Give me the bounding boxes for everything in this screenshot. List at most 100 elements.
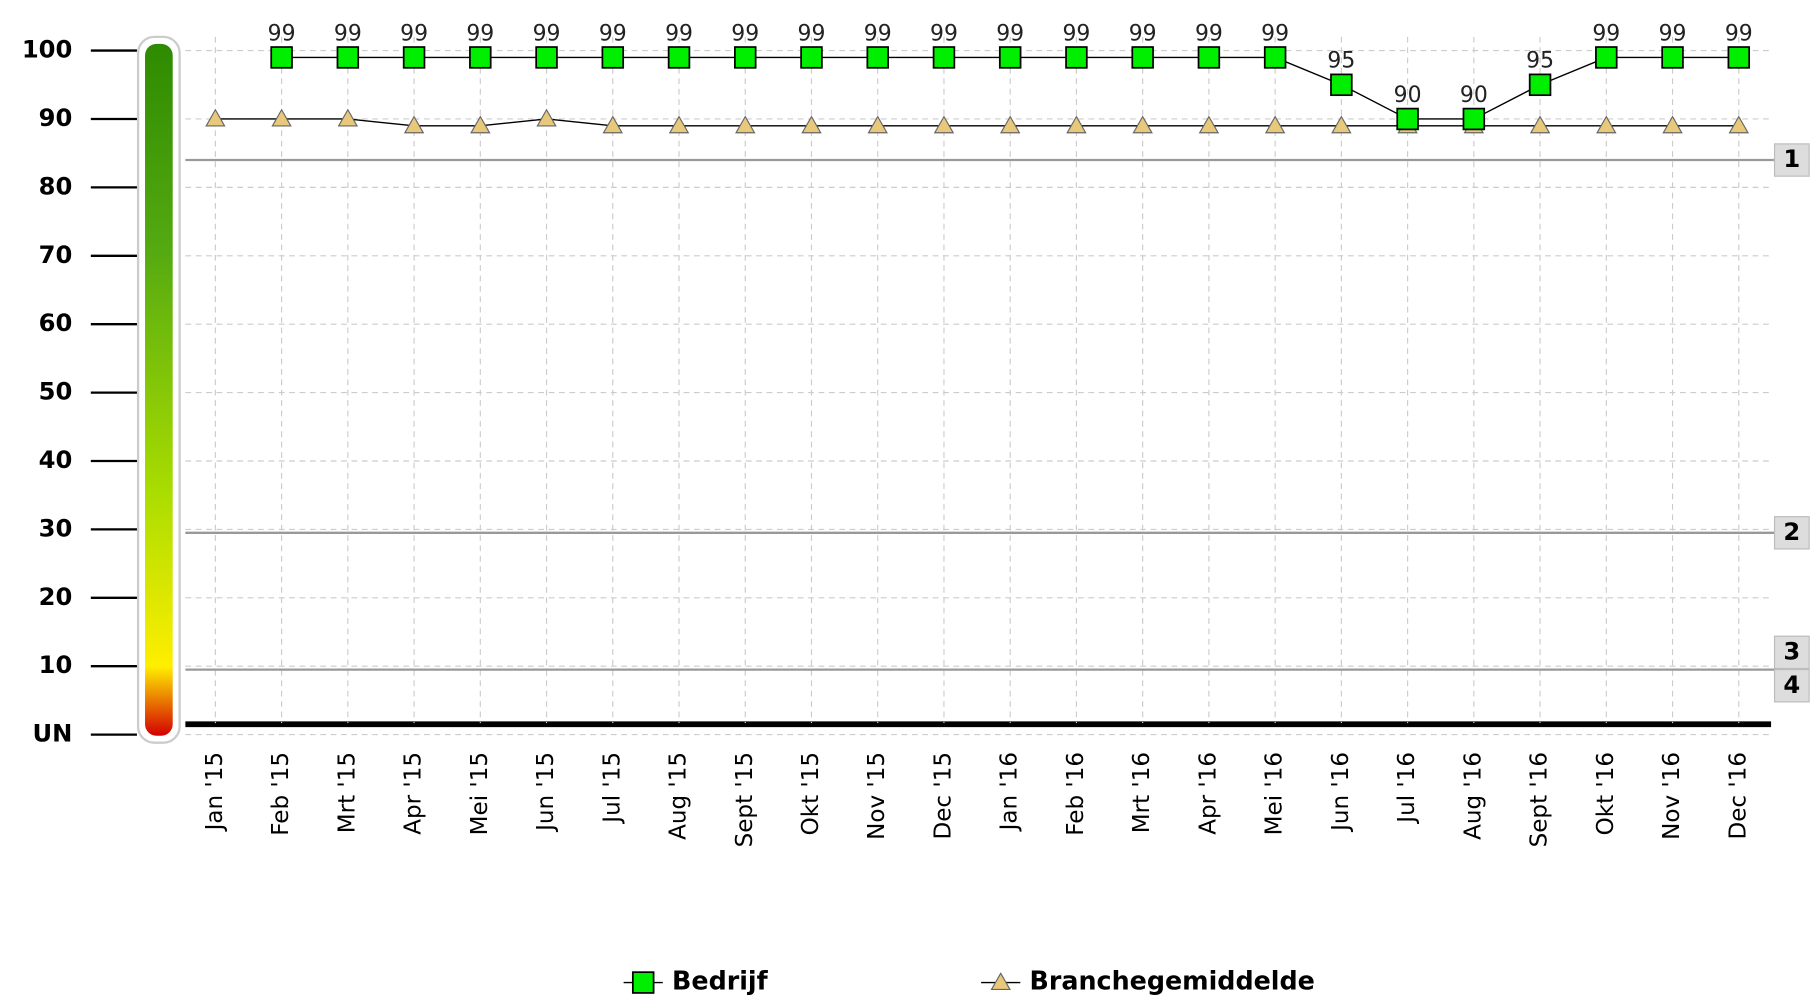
- y-tick-label: 20: [39, 583, 73, 611]
- point: [402, 46, 426, 69]
- value-label: 99: [1195, 21, 1223, 46]
- value-label: 99: [996, 21, 1024, 46]
- value-label: 99: [334, 21, 362, 46]
- x-tick-label: Jan '16: [997, 752, 1023, 833]
- point: [1529, 115, 1551, 134]
- point: [1661, 46, 1684, 69]
- value-label: 95: [1327, 49, 1355, 74]
- value-label: 99: [930, 21, 958, 46]
- point: [932, 46, 956, 69]
- point: [668, 115, 690, 134]
- threshold-label: 3: [1783, 637, 1800, 665]
- value-label: 99: [533, 21, 561, 46]
- point: [999, 115, 1021, 134]
- point: [1595, 46, 1618, 69]
- x-tick-label: Okt '16: [1593, 752, 1619, 836]
- x-tick-label: Mei '15: [467, 752, 493, 835]
- y-tick-label: 60: [39, 309, 73, 337]
- x-tick-label: Nov '15: [864, 752, 890, 840]
- point: [271, 108, 292, 127]
- point: [1662, 115, 1683, 134]
- value-label: 99: [1725, 21, 1753, 46]
- legend-marker: [990, 972, 1011, 991]
- point: [1131, 46, 1154, 69]
- x-tick-label: Jun '15: [533, 752, 559, 833]
- point: [1066, 115, 1087, 134]
- point: [998, 46, 1022, 69]
- x-tick-label: Nov '16: [1659, 752, 1685, 840]
- point: [667, 46, 691, 69]
- threshold-box: [1773, 143, 1810, 177]
- point: [535, 46, 558, 69]
- y-tick-label: 40: [39, 446, 73, 474]
- value-label: 99: [1062, 21, 1090, 46]
- x-tick-label: Dec '16: [1725, 752, 1751, 840]
- point: [1728, 115, 1750, 134]
- point: [1065, 46, 1088, 69]
- y-tick-label: 80: [39, 172, 73, 200]
- threshold-label: 1: [1783, 145, 1800, 173]
- legend-label: Bedrijf: [672, 966, 769, 996]
- x-tick-label: Jan '15: [202, 752, 228, 833]
- x-tick-label: Mei '16: [1262, 752, 1288, 835]
- value-label: 99: [268, 21, 296, 46]
- x-tick-label: Mrt '15: [334, 752, 360, 833]
- x-tick-label: Aug '16: [1460, 752, 1486, 840]
- x-tick-label: Aug '15: [666, 752, 692, 840]
- point: [337, 108, 359, 127]
- threshold-label: 4: [1783, 671, 1800, 699]
- x-tick-label: Dec '15: [930, 752, 956, 840]
- x-tick-label: Okt '15: [798, 752, 824, 836]
- x-tick-label: Jul '15: [599, 752, 625, 825]
- value-label: 99: [1592, 21, 1620, 46]
- point: [602, 115, 624, 134]
- value-label: 99: [400, 21, 428, 46]
- threshold-label: 2: [1783, 518, 1800, 546]
- value-label: 90: [1460, 83, 1488, 108]
- point: [470, 115, 491, 134]
- value-label: 99: [599, 21, 627, 46]
- y-tick-label: 70: [39, 241, 73, 269]
- point: [205, 108, 226, 127]
- y-tick-label: 30: [39, 514, 73, 542]
- point: [403, 115, 425, 134]
- point: [1263, 46, 1287, 69]
- color-scale: [145, 43, 173, 736]
- x-tick-label: Jun '16: [1328, 752, 1354, 833]
- point: [1132, 115, 1153, 134]
- series-line: [215, 118, 1739, 127]
- x-tick-label: Feb '16: [1063, 752, 1089, 836]
- value-label: 99: [665, 21, 693, 46]
- point: [270, 46, 293, 69]
- point: [601, 46, 625, 69]
- y-tick-label: 100: [22, 36, 73, 64]
- y-tick-label: 50: [39, 378, 73, 406]
- x-tick-label: Sept '15: [732, 752, 758, 847]
- point: [866, 46, 889, 69]
- point: [735, 115, 756, 134]
- point: [1462, 107, 1486, 131]
- point: [1528, 73, 1552, 97]
- point: [1197, 46, 1221, 69]
- y-tick-label: 90: [39, 104, 73, 132]
- point: [1727, 46, 1751, 69]
- x-tick-label: Apr '15: [401, 752, 427, 835]
- point: [801, 115, 822, 134]
- legend-label: Branchegemiddelde: [1030, 966, 1315, 996]
- point: [536, 108, 557, 127]
- y-tick-label: 10: [39, 651, 73, 679]
- y-tick-label: UN: [32, 720, 72, 748]
- point: [336, 46, 360, 69]
- point: [1331, 115, 1352, 134]
- point: [800, 46, 823, 69]
- value-label: 99: [1261, 21, 1289, 46]
- x-tick-label: Apr '16: [1195, 752, 1221, 835]
- threshold-box: [1773, 516, 1810, 550]
- value-label: 99: [731, 21, 759, 46]
- value-label: 99: [864, 21, 892, 46]
- x-tick-label: Mrt '16: [1129, 752, 1155, 833]
- legend-marker: [631, 971, 655, 994]
- point: [1330, 73, 1353, 97]
- x-tick-label: Jul '16: [1394, 752, 1420, 825]
